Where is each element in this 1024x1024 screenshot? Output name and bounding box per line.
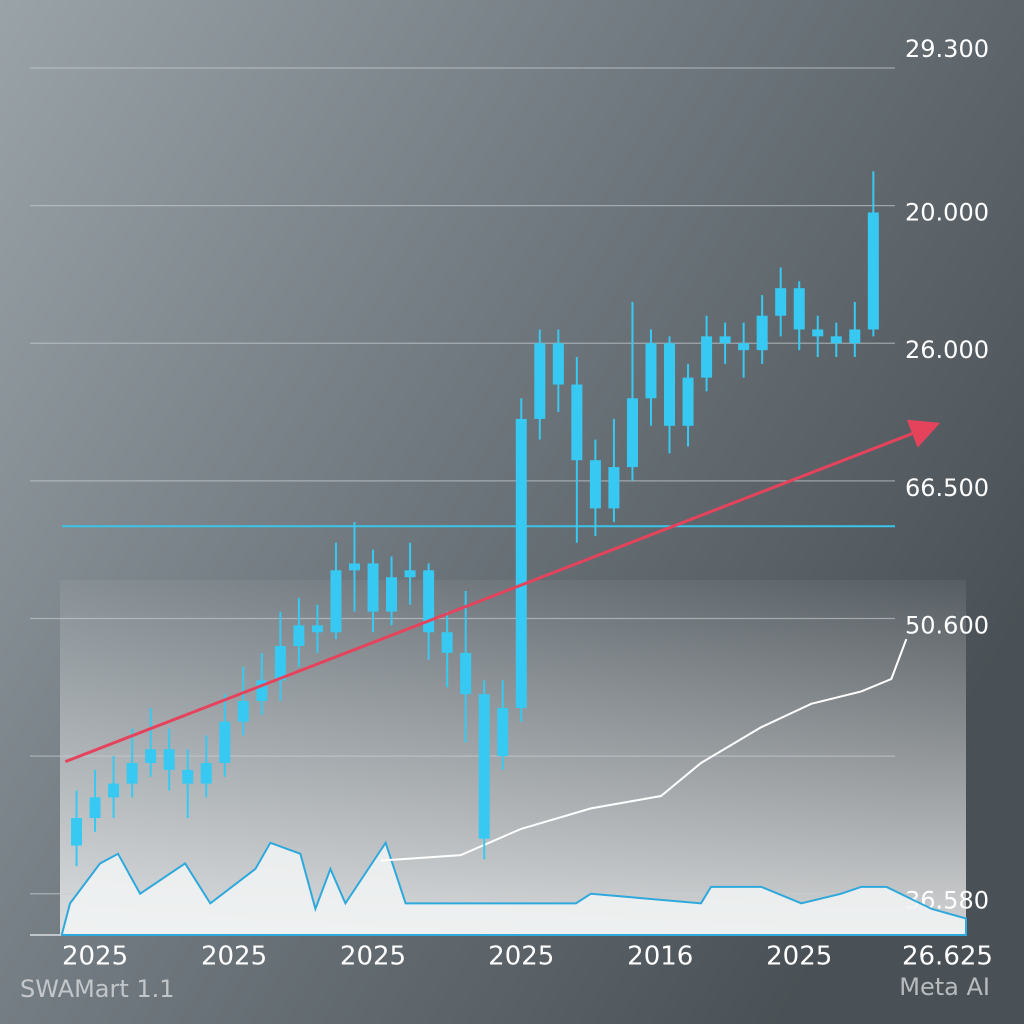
candle-body [867,212,879,330]
candle-body [386,577,398,612]
candle-body [682,377,694,426]
y-tick-label: 50.600 [905,611,989,639]
candle-body [293,625,305,646]
candle-body [571,384,583,461]
candle-body [145,749,157,763]
candle-body [441,632,453,653]
candle-body [423,570,435,633]
candle-body [738,343,750,351]
candle-body [274,646,286,681]
candle-body [775,288,787,316]
candle-body [589,460,601,509]
footer-right: Meta AI [899,973,990,1001]
x-tick-label: 2025 [340,942,406,972]
footer-left: SWAMart 1.1 [20,975,175,1003]
candle-body [645,343,657,399]
candle-body [182,769,194,784]
candle-body [552,343,564,385]
candle-body [849,329,861,344]
trend-line [64,419,941,763]
candle-body [71,818,83,846]
candle-body [701,336,713,378]
candle-body [404,570,416,578]
candle-body [126,762,138,784]
candle-body [756,315,768,351]
candle-body [256,680,268,702]
candle-body [219,721,231,763]
candle-body [534,343,546,419]
candle-body [163,749,175,770]
x-tick-label: 2016 [627,942,693,972]
y-tick-label: 20.000 [905,199,989,227]
candle-body [200,762,212,784]
candle-body [626,398,638,468]
candle-body [108,783,120,798]
y-tick-label: 26.000 [905,336,989,364]
x-tick-label: 2025 [488,942,554,972]
candle-body [719,336,731,344]
panel [60,580,966,935]
candle-body [830,336,842,344]
white-line [380,638,908,862]
candle-body [311,625,323,633]
candle-body [460,652,472,695]
candle-body [608,467,620,509]
candle-body [515,418,527,708]
candle-body [330,570,342,633]
x-tick-label: 2025 [62,942,128,972]
candle-body [237,701,249,722]
candle-body [497,707,509,757]
y-tick-label: 29.300 [905,35,989,63]
candle-body [793,288,805,330]
y-tick-label: 66.500 [905,474,989,502]
candle-body [664,343,676,426]
x-tick-label: 26.625 [902,942,993,972]
candle-body [367,563,379,612]
plot: 29.30020.00026.00066.50050.60036.5802025… [30,35,993,972]
candle-body [478,694,490,839]
candle-body [348,563,360,571]
x-tick-label: 2025 [766,942,832,972]
volume-area [61,840,967,936]
x-tick-label: 2025 [201,942,267,972]
candle-body [812,329,824,337]
candle-body [89,797,101,819]
